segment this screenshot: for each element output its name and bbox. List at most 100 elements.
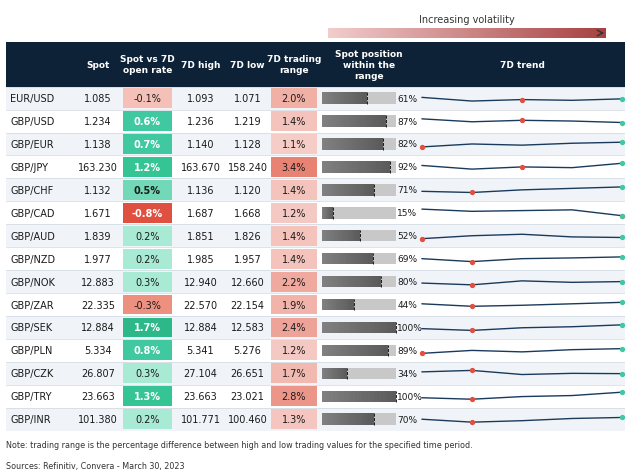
Text: 12.884: 12.884 [184, 323, 217, 333]
Text: 3.4%: 3.4% [281, 163, 306, 173]
Bar [332, 185, 335, 196]
Text: 61%: 61% [397, 94, 417, 103]
Bar [271, 180, 317, 200]
Bar [339, 299, 341, 311]
Bar [122, 158, 172, 178]
Text: 26.651: 26.651 [230, 368, 264, 378]
Text: 1.071: 1.071 [233, 94, 261, 104]
Text: Spot: Spot [86, 60, 110, 69]
Bar [341, 116, 345, 128]
Text: 158.240: 158.240 [228, 163, 268, 173]
Bar [340, 185, 343, 196]
Text: 71%: 71% [397, 186, 417, 195]
Text: GBP/CAD: GBP/CAD [10, 208, 54, 218]
Bar [271, 89, 317, 109]
Text: 1.851: 1.851 [187, 231, 215, 241]
Text: 69%: 69% [397, 255, 417, 264]
Bar [369, 414, 371, 425]
Bar [363, 162, 366, 173]
Bar [6, 179, 625, 202]
Text: 1.085: 1.085 [84, 94, 112, 104]
Bar [342, 253, 345, 265]
Bar [344, 322, 348, 334]
Text: GBP/TRY: GBP/TRY [10, 391, 52, 401]
Bar [370, 391, 374, 402]
Text: -0.1%: -0.1% [133, 94, 162, 104]
Bar [348, 299, 350, 311]
Text: 5.334: 5.334 [84, 346, 112, 356]
Text: 0.3%: 0.3% [135, 368, 160, 378]
Bar [348, 116, 351, 128]
Bar [332, 253, 334, 265]
Bar [331, 368, 332, 379]
Bar [345, 185, 348, 196]
Bar [6, 408, 625, 431]
Bar [366, 276, 369, 288]
Bar [331, 230, 333, 242]
Bar [342, 93, 345, 105]
Bar [6, 88, 625, 110]
Text: GBP/NZD: GBP/NZD [10, 254, 55, 264]
Bar [348, 185, 351, 196]
Bar [364, 139, 367, 150]
Bar [335, 93, 338, 105]
Bar [345, 299, 346, 311]
Text: -0.3%: -0.3% [133, 300, 162, 310]
Bar [323, 299, 325, 311]
Bar [332, 368, 333, 379]
Bar [359, 162, 363, 173]
Bar [375, 276, 378, 288]
Bar [359, 322, 362, 334]
Bar [326, 391, 329, 402]
Bar [347, 253, 350, 265]
Bar [122, 364, 172, 384]
Bar [362, 93, 365, 105]
Bar [334, 414, 337, 425]
Bar [324, 253, 327, 265]
Bar [337, 253, 339, 265]
Bar [271, 135, 317, 155]
Text: 1.138: 1.138 [84, 139, 112, 149]
Bar [355, 230, 357, 242]
Text: 2.2%: 2.2% [281, 277, 306, 287]
Text: Note: trading range is the percentage difference between high and low trading va: Note: trading range is the percentage di… [6, 440, 473, 449]
Text: Spot vs 7D
open rate: Spot vs 7D open rate [120, 55, 175, 75]
Bar [371, 345, 375, 357]
Bar [345, 230, 347, 242]
Text: 26.807: 26.807 [81, 368, 115, 378]
Bar [358, 139, 361, 150]
Text: 1.7%: 1.7% [281, 368, 306, 378]
Bar [359, 391, 362, 402]
Text: 1.671: 1.671 [84, 208, 112, 218]
Bar [364, 185, 367, 196]
Bar [355, 414, 358, 425]
Text: 0.2%: 0.2% [135, 231, 160, 241]
Bar [122, 180, 172, 200]
Bar [336, 299, 338, 311]
Text: 1.120: 1.120 [233, 186, 261, 196]
Bar [389, 391, 392, 402]
Text: 1.4%: 1.4% [281, 186, 306, 196]
Bar [362, 322, 366, 334]
Bar [339, 93, 342, 105]
Bar [334, 116, 338, 128]
Bar [370, 116, 374, 128]
Bar [360, 93, 362, 105]
Bar [365, 93, 367, 105]
Bar [326, 322, 329, 334]
Bar [342, 368, 343, 379]
Bar [322, 116, 396, 128]
Text: 1.3%: 1.3% [281, 414, 306, 424]
Bar [333, 299, 334, 311]
Bar [350, 253, 352, 265]
Bar [369, 185, 372, 196]
Bar [379, 139, 382, 150]
Bar [331, 345, 335, 357]
Bar [323, 368, 324, 379]
Text: 163.230: 163.230 [78, 163, 118, 173]
Text: 5.276: 5.276 [233, 346, 261, 356]
Text: 100%: 100% [397, 323, 423, 332]
Text: Increasing volatility: Increasing volatility [419, 15, 515, 25]
Text: 70%: 70% [397, 415, 417, 424]
Bar [338, 299, 339, 311]
